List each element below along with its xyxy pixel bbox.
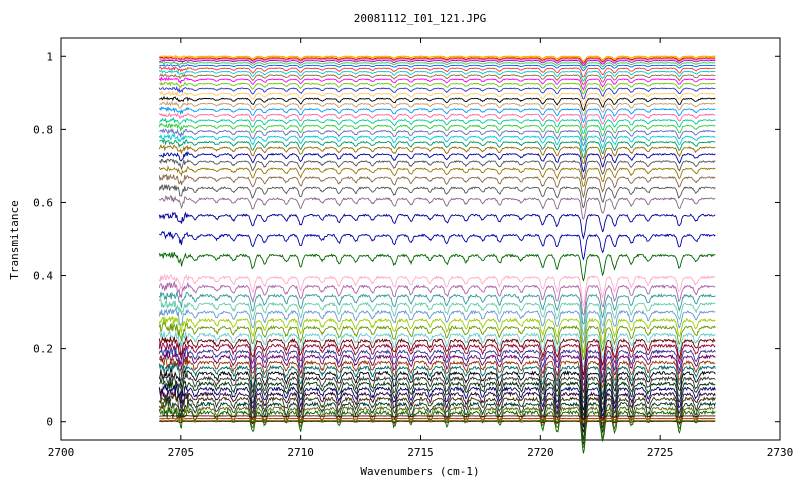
spectrum-line [158,383,716,428]
spectrum-line [158,143,716,165]
y-tick-label: 0.2 [33,343,53,356]
spectrum-line [158,298,716,337]
y-tick-label: 0.6 [33,196,53,209]
spectrum-line [158,76,716,91]
spectrum-line [158,69,716,82]
spectrum-line [158,315,716,354]
spectrum-line [159,63,716,72]
spectrum-line [159,377,716,422]
x-tick-label: 2720 [527,446,554,459]
spectrum-line [159,100,716,117]
spectrum-line [159,81,716,95]
spectrum-line [158,387,716,434]
spectrum-line [158,195,716,220]
spectrum-line [158,355,716,400]
spectrum-line [159,127,716,147]
spectrum-line [158,345,716,386]
spectrum-line [158,211,716,240]
spectrum-line [158,329,716,369]
spectrum-line [158,335,716,376]
x-tick-label: 2700 [48,446,75,459]
spectrum-line [158,85,716,100]
x-tick-label: 2710 [287,446,314,459]
spectrum-line [158,307,716,344]
spectrum-line [159,73,716,86]
spectrum-line [159,420,716,425]
spectrum-line [158,106,716,124]
spectrum-line [158,252,716,282]
spectrum-line [158,362,716,404]
spectrum-line [159,414,716,419]
y-tick-label: 1 [46,50,53,63]
spectrum-line [158,122,716,142]
spectrum-line [158,151,716,173]
spectrum-line [158,372,716,417]
y-tick-label: 0.8 [33,123,53,136]
x-tick-label: 2715 [407,446,434,459]
spectrum-line [159,61,716,69]
spectrum-line [158,280,716,316]
x-tick-label: 2730 [767,446,794,459]
x-axis-label: Wavenumbers (cm-1) [360,465,479,478]
y-axis: 0 0.2 0.4 0.6 0.8 1 [33,50,780,429]
spectrum-line [158,291,716,325]
spectrum-line [159,401,716,449]
spectrum-line [159,417,716,422]
x-tick-label: 2725 [647,446,674,459]
spectrum-line [159,116,716,134]
x-axis: 2700 2705 2710 2715 2720 2725 2730 [48,38,794,459]
y-tick-label: 0.4 [33,270,53,283]
spectrum-line [159,58,716,65]
spectrum-line [159,138,716,159]
spectrum-line [158,112,716,129]
spectrum-line [158,273,716,308]
spectrum-line [158,407,716,454]
spectrum-line [159,419,716,424]
spectrum-line [158,66,716,78]
spectrum-line [158,340,716,380]
x-tick-label: 2705 [168,446,195,459]
spectrum-line [159,54,716,62]
spectrum-line [158,368,716,411]
spectrum-line [158,165,716,188]
spectrum-line [159,56,716,64]
series-group [158,54,716,454]
spectrum-line [158,321,716,361]
chart-title: 20081112_I01_121.JPG [354,12,486,25]
y-tick-label: 0 [46,416,53,429]
spectrum-line [159,90,716,106]
spectrum-line [159,230,716,261]
spectrum-line [159,59,716,66]
spectrum-line [158,173,716,199]
spectrum-line [158,183,716,209]
spectrum-line [158,133,716,152]
spectrum-line [158,158,716,181]
spectrum-line [159,55,716,63]
y-axis-label: Transmitance [8,200,21,279]
spectrum-line [159,352,716,393]
spectrum-line [159,95,716,112]
